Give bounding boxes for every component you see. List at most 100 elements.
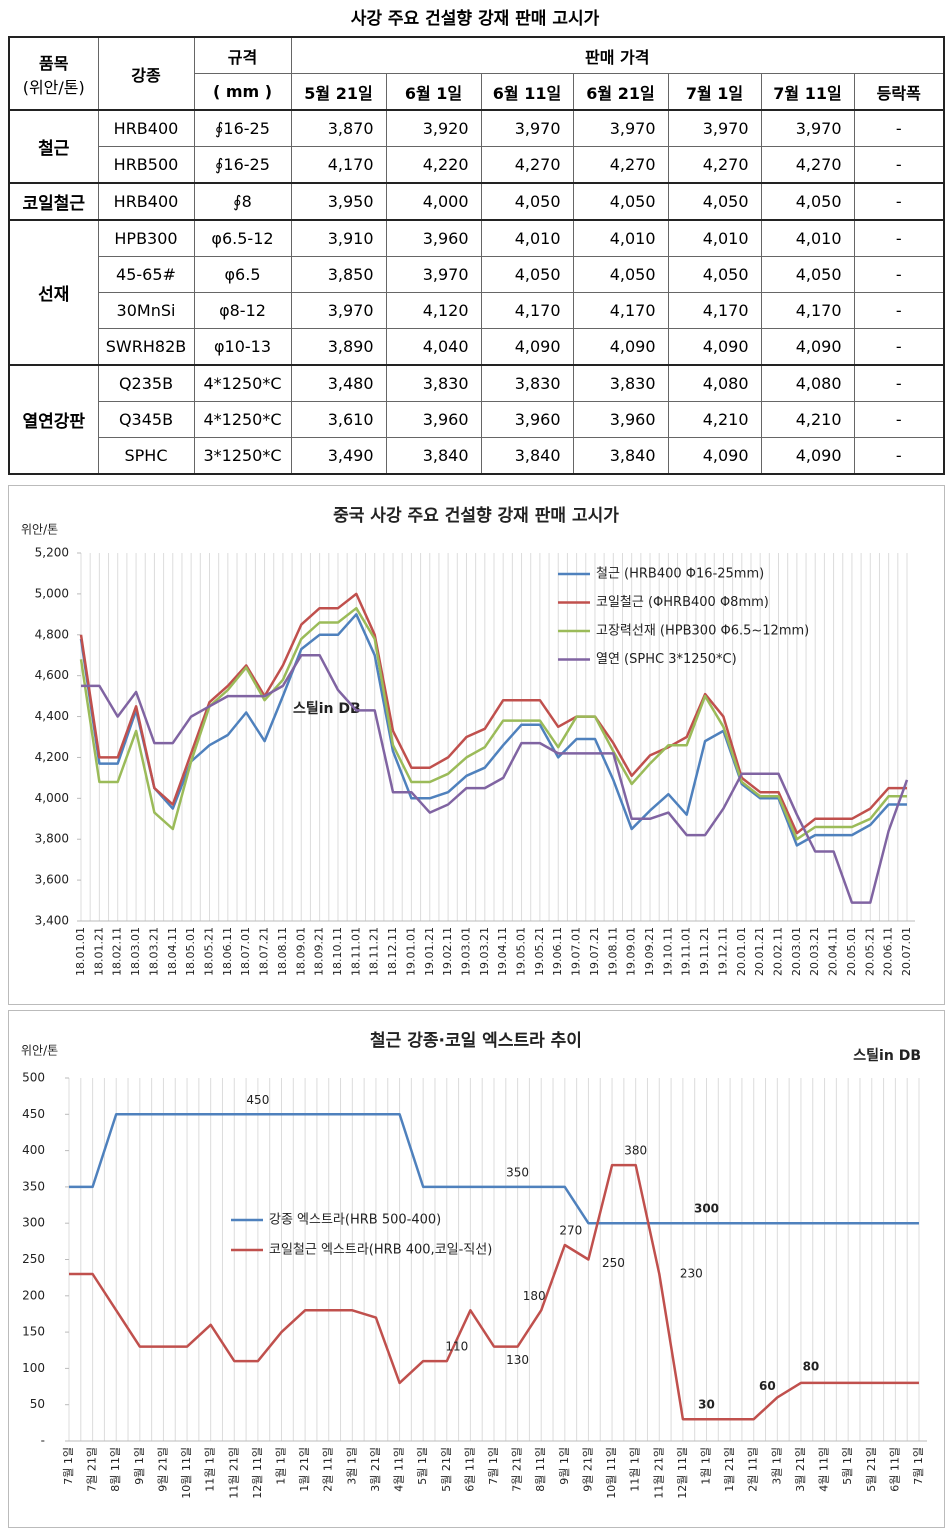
price-cell: 3,610 [290, 401, 387, 438]
x-tick-label: 19.11.01 [680, 927, 693, 976]
x-tick-label: 19.06.11 [551, 927, 564, 976]
price-cell: 4,050 [760, 256, 855, 293]
data-label: 180 [523, 1289, 546, 1303]
x-tick-label: 7월 1일 [61, 1447, 75, 1485]
header-cell: 6월 11일 [480, 73, 574, 111]
data-label: 380 [624, 1144, 647, 1158]
x-tick-label: 18.12.11 [386, 927, 399, 976]
price-cell: 4,050 [480, 182, 574, 221]
legend-label: 고장력선재 (HPB300 Φ6.5~12mm) [596, 624, 809, 639]
x-tick-label: 6월 11일 [462, 1447, 476, 1492]
x-tick-label: 19.10.11 [661, 927, 674, 976]
price-cell: 3,970 [290, 292, 387, 329]
data-label: 60 [759, 1379, 776, 1393]
y-tick-label: 200 [22, 1288, 45, 1302]
spec-cell: 4*1250*C [193, 364, 292, 402]
table-row: Q345B 4*1250*C 3,610 3,960 3,960 3,960 4,210 4,… [9, 401, 945, 438]
grade-cell: SPHC [97, 437, 195, 475]
data-label: 110 [445, 1340, 468, 1354]
x-tick-label: 18.08.11 [276, 927, 289, 976]
x-tick-label: 7월 21일 [510, 1447, 524, 1492]
spec-cell: φ6.5 [193, 256, 292, 293]
spec-cell: φ10-13 [193, 328, 292, 366]
legend-label: 철근 (HRB400 Φ16-25mm) [596, 567, 764, 582]
header-cell: 7월 11일 [760, 73, 855, 111]
x-tick-label: 12월 11일 [675, 1447, 689, 1499]
price-cell: 3,970 [760, 109, 855, 147]
change-cell: - [853, 182, 945, 221]
x-tick-label: 18.07.01 [239, 927, 252, 976]
x-tick-label: 20.02.11 [772, 927, 785, 976]
header-cell: 5월 21일 [290, 73, 387, 111]
data-label: 450 [246, 1093, 269, 1107]
x-tick-label: 1월 21일 [722, 1447, 736, 1492]
x-tick-label: 9월 21일 [580, 1447, 594, 1492]
x-tick-label: 18.01.21 [92, 927, 105, 976]
price-cell: 4,170 [760, 292, 855, 329]
price-cell: 4,170 [480, 292, 574, 329]
price-cell: 3,840 [572, 437, 669, 475]
legend-label: 코일철근 (ΦHRB400 Φ8mm) [596, 595, 769, 610]
x-tick-label: 18.03.01 [129, 927, 142, 976]
price-cell: 3,830 [480, 364, 574, 402]
x-tick-label: 9월 21일 [155, 1447, 169, 1492]
header-cell: 등락폭 [853, 73, 945, 111]
header-cell: 강종 [97, 36, 195, 111]
y-tick-label: 300 [22, 1216, 45, 1230]
change-cell: - [853, 292, 945, 329]
watermark: 스틸in DB [293, 701, 361, 717]
y-tick-label: 500 [22, 1071, 45, 1085]
price-cell: 3,490 [290, 437, 387, 475]
x-tick-label: 19.09.21 [643, 927, 656, 976]
price-cell: 3,960 [385, 401, 482, 438]
line-series [79, 613, 907, 847]
price-cell: 4,270 [480, 146, 574, 184]
header-text: (위안/톤) [22, 77, 85, 97]
spec-cell: ∮8 [193, 182, 292, 221]
table-body: 철근 HRB400 ∮16-25 3,870 3,920 3,970 3,970 3,970 3… [8, 109, 945, 475]
table-row: HRB500 ∮16-25 4,170 4,220 4,270 4,270 4,270 4,2… [9, 146, 945, 184]
line-series [69, 1113, 919, 1225]
header-cell: 6월 1일 [385, 73, 482, 111]
price-cell: 4,010 [480, 219, 574, 257]
x-tick-label: 18.04.11 [166, 927, 179, 976]
x-tick-label: 1월 1일 [699, 1447, 713, 1485]
x-tick-label: 12월 11일 [250, 1447, 264, 1499]
line-series [81, 653, 909, 904]
x-tick-label: 18.07.21 [258, 927, 271, 976]
table-row: 선재 HPB300 φ6.5-12 3,910 3,960 4,010 4,010 4,010… [8, 219, 945, 366]
x-tick-label: 18.03.21 [147, 927, 160, 976]
price-cell: 4,040 [385, 328, 482, 366]
price-cell: 4,050 [572, 256, 669, 293]
y-tick-label: 350 [22, 1179, 45, 1193]
legend-label: 강종 엑스트라(HRB 500-400) [269, 1213, 441, 1228]
price-cell: 4,090 [572, 328, 669, 366]
x-tick-label: 19.01.21 [423, 927, 436, 976]
x-tick-label: 11월 1일 [628, 1447, 642, 1492]
x-tick-label: 18.10.11 [331, 927, 344, 976]
price-cell: 4,050 [480, 256, 574, 293]
price-cell: 4,050 [572, 182, 669, 221]
grade-cell: 30MnSi [97, 292, 195, 329]
change-cell: - [853, 328, 945, 366]
price-cell: 3,970 [480, 109, 574, 147]
price-cell: 3,950 [290, 182, 387, 221]
price-cell: 3,970 [572, 109, 669, 147]
price-cell: 4,050 [667, 256, 762, 293]
price-cell: 4,220 [385, 146, 482, 184]
data-label: 300 [694, 1202, 719, 1216]
x-tick-label: 19.07.21 [588, 927, 601, 976]
x-tick-label: 18.06.11 [221, 927, 234, 976]
group-cell: 열연강판 [8, 364, 99, 475]
y-tick-label: 100 [22, 1361, 45, 1375]
y-tick-label: 3,800 [35, 832, 69, 846]
x-tick-label: 18.09.21 [313, 927, 326, 976]
x-tick-label: 19.08.11 [606, 927, 619, 976]
legend-label: 코일철근 엑스트라(HRB 400,코일-직선) [269, 1243, 492, 1258]
price-cell: 4,050 [667, 182, 762, 221]
x-tick-label: 20.07.01 [900, 927, 913, 976]
price-cell: 3,830 [572, 364, 669, 402]
data-label: 230 [680, 1267, 703, 1281]
legend-label: 열연 (SPHC 3*1250*C) [596, 652, 737, 667]
